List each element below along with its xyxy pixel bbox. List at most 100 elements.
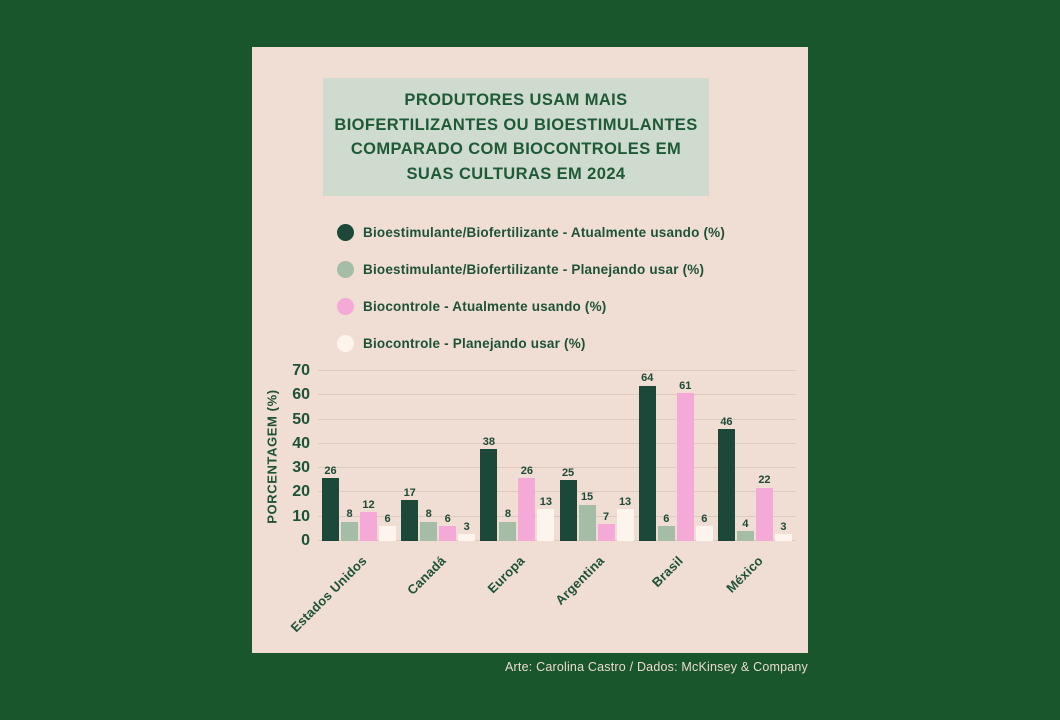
y-tick-label: 30	[292, 459, 310, 477]
bar-value-label: 3	[780, 520, 787, 533]
legend-swatch-icon	[337, 335, 354, 352]
legend-label: Biocontrole - Planejando usar (%)	[363, 336, 586, 351]
bar-fill	[480, 448, 498, 541]
bar-fill	[518, 477, 536, 541]
legend-item: Bioestimulante/Biofertilizante - Planeja…	[337, 261, 725, 278]
y-tick-label: 60	[292, 386, 310, 404]
bar-fill	[774, 533, 792, 541]
bar-value-label: 38	[482, 435, 495, 448]
gridline	[318, 491, 796, 493]
bar: 3	[774, 520, 792, 541]
bar-fill	[717, 429, 735, 541]
bar-fill	[458, 533, 476, 541]
x-axis-label: Estados Unidos	[287, 553, 370, 636]
bar-fill	[736, 531, 754, 541]
gridline	[318, 467, 796, 469]
bar: 26	[518, 465, 536, 541]
bar: 6	[379, 513, 396, 541]
gridline	[318, 418, 796, 420]
y-axis-ticks: 0 10 20 30 40 50 60 70	[276, 363, 310, 549]
bar-fill	[341, 521, 358, 541]
bar-group: 38 8 26 13 Europa	[480, 371, 555, 596]
bar-value-label: 17	[403, 486, 416, 499]
bar-value-label: 13	[618, 496, 632, 509]
bar-value-label: 22	[758, 474, 771, 487]
bar-group: 17 8 6 3 Canadá	[401, 371, 476, 598]
bar-fill	[755, 487, 773, 541]
bar-fill	[638, 385, 656, 541]
bar: 7	[597, 510, 615, 541]
bar-value-label: 3	[463, 520, 470, 533]
bar: 61	[676, 380, 694, 541]
bar-value-label: 4	[742, 518, 749, 531]
bar: 6	[439, 513, 457, 541]
y-tick-label: 20	[292, 483, 310, 501]
bar-value-label: 6	[384, 513, 391, 526]
chart-title: PRODUTORES USAM MAIS BIOFERTILIZANTES OU…	[334, 91, 698, 183]
bar: 17	[401, 486, 419, 541]
bar-fill	[657, 526, 675, 541]
bar-value-label: 8	[346, 508, 353, 521]
x-axis-label: Canadá	[404, 553, 449, 598]
gridline	[318, 515, 796, 517]
legend-item: Biocontrole - Planejando usar (%)	[337, 335, 725, 352]
y-tick-label: 10	[292, 507, 310, 525]
bar: 26	[322, 465, 339, 541]
bar-fill	[360, 511, 377, 541]
infographic-card: PRODUTORES USAM MAIS BIOFERTILIZANTES OU…	[252, 47, 808, 653]
bar: 4	[736, 518, 754, 541]
bar-value-label: 46	[720, 416, 733, 429]
bar-fill	[537, 509, 555, 541]
bar-value-label: 6	[663, 513, 670, 526]
x-axis-label: Brasil	[649, 553, 687, 591]
bar-fill	[499, 521, 517, 541]
y-tick-label: 50	[292, 410, 310, 428]
bar-fill	[379, 526, 396, 541]
bar-value-label: 26	[324, 464, 337, 477]
legend-swatch-icon	[337, 298, 354, 315]
bar-fill	[439, 526, 457, 541]
chart-legend: Bioestimulante/Biofertilizante - Atualme…	[337, 224, 725, 352]
bar-value-label: 6	[444, 513, 451, 526]
bar-value-label: 15	[580, 491, 594, 504]
bar: 8	[341, 508, 358, 541]
gridline	[318, 442, 796, 444]
bar-value-label: 7	[603, 510, 610, 523]
legend-swatch-icon	[337, 261, 354, 278]
bar: 38	[480, 435, 498, 541]
legend-item: Bioestimulante/Biofertilizante - Atualme…	[337, 224, 725, 241]
bar-value-label: 6	[701, 513, 708, 526]
bar: 46	[717, 416, 735, 541]
bar-fill	[322, 477, 339, 541]
x-axis-label: México	[722, 553, 766, 596]
bar-fill	[420, 521, 438, 541]
bar: 8	[499, 508, 517, 541]
bar-value-label: 12	[362, 498, 375, 511]
bar: 6	[695, 513, 713, 541]
legend-swatch-icon	[337, 224, 354, 241]
bar: 22	[755, 474, 773, 541]
bar-fill	[401, 499, 419, 541]
bar-group: 25 15 7 13 Argentina	[552, 371, 634, 608]
bar: 64	[638, 372, 656, 541]
gridline	[318, 370, 796, 371]
y-tick-label: 40	[292, 434, 310, 452]
plot-area: 26 8 12 6 Estados Unidos 17 8 6 3 Canadá 38 8 26 13 Eu…	[288, 370, 796, 635]
bar-value-label: 25	[561, 467, 575, 480]
bar: 3	[458, 520, 476, 541]
legend-label: Bioestimulante/Biofertilizante - Atualme…	[363, 225, 726, 240]
bar-group: 46 4 22 3 México	[717, 371, 792, 596]
bar-fill	[676, 392, 694, 541]
bar: 13	[537, 496, 555, 541]
bar-group: 64 6 61 6 Brasil	[638, 371, 713, 590]
legend-label: Biocontrole - Atualmente usando (%)	[363, 299, 607, 314]
bar-fill	[616, 509, 634, 541]
gridline	[318, 540, 796, 541]
bar-value-label: 8	[504, 508, 511, 521]
bar-fill	[695, 526, 713, 541]
bar-groups: 26 8 12 6 Estados Unidos 17 8 6 3 Canadá 38 8 26 13 Eu…	[288, 371, 796, 635]
y-tick-label: 0	[301, 532, 310, 549]
credit-text: Arte: Carolina Castro / Dados: McKinsey …	[505, 660, 808, 674]
bar-value-label: 13	[539, 496, 552, 509]
